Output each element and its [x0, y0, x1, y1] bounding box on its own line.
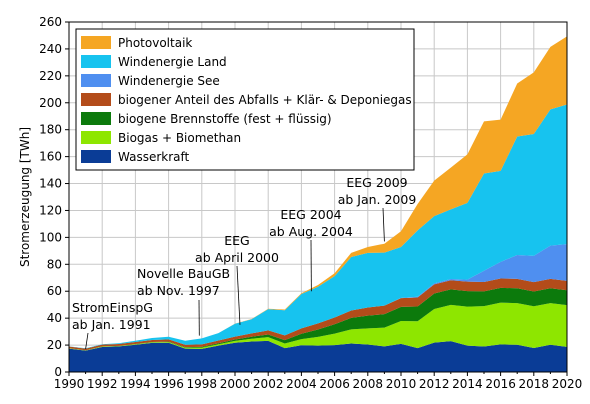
y-tick-label-5: 100 — [39, 230, 62, 244]
y-tick-label-11: 220 — [39, 69, 62, 83]
annotation-line-4 — [382, 207, 385, 242]
y-tick-label-9: 180 — [39, 123, 62, 137]
legend-label-3: biogener Anteil des Abfalls + Klär- & De… — [118, 93, 412, 107]
axes: 0 20 40 60 80 100 120 140 160 180 200 220 240 260 1990… — [39, 15, 582, 391]
x-tick-label-3: 1996 — [153, 377, 184, 391]
legend-swatch-1 — [81, 55, 111, 68]
y-tick-label-2: 40 — [47, 311, 62, 325]
x-tick-label-15: 2020 — [552, 377, 583, 391]
x-tick-label-12: 2014 — [452, 377, 483, 391]
legend-label-2: Windenergie See — [118, 74, 220, 88]
x-tick-label-9: 2008 — [353, 377, 384, 391]
legend-label-1: Windenergie Land — [118, 55, 227, 69]
legend-swatch-5 — [81, 131, 111, 144]
legend-label-4: biogene Brennstoffe (fest + flüssig) — [118, 112, 332, 126]
annotations: StromEinspG ab Jan. 1991 Novelle BauGB ab N… — [72, 175, 417, 350]
legend-swatch-6 — [81, 150, 111, 163]
annotation-line1-0: StromEinspG — [72, 300, 153, 315]
annotation-line1-2: EEG — [224, 233, 249, 248]
legend-swatch-0 — [81, 36, 111, 49]
annotation-line2-2: ab April 2000 — [195, 250, 279, 265]
annotation-line2-0: ab Jan. 1991 — [72, 317, 151, 332]
x-tick-label-6: 2002 — [253, 377, 284, 391]
area-series-1 — [69, 302, 567, 351]
annotation-line-0 — [85, 332, 89, 350]
y-tick-label-6: 120 — [39, 203, 62, 217]
annotation-line2-3: ab Aug. 2004 — [269, 224, 353, 239]
x-tick-label-10: 2010 — [386, 377, 417, 391]
y-tick-label-0: 0 — [54, 365, 62, 379]
y-tick-label-13: 260 — [39, 15, 62, 29]
x-tick-label-13: 2016 — [485, 377, 516, 391]
x-tick-label-0: 1990 — [54, 377, 85, 391]
legend-swatch-2 — [81, 74, 111, 87]
legend-label-0: Photovoltaik — [118, 36, 192, 50]
x-tick-label-5: 2000 — [220, 377, 251, 391]
y-tick-label-8: 160 — [39, 150, 62, 164]
area-series-3 — [69, 278, 567, 351]
legend-label-5: Biogas + Biomethan — [118, 131, 241, 145]
y-tick-label-12: 240 — [39, 42, 62, 56]
annotation-line2-1: ab Nov. 1997 — [137, 283, 220, 298]
x-tick-label-8: 2006 — [319, 377, 350, 391]
legend-swatch-3 — [81, 93, 111, 106]
annotation-line-2 — [236, 265, 241, 325]
y-tick-label-4: 80 — [47, 257, 62, 271]
y-axis-label: Stromerzeugung [TWh] — [18, 127, 32, 267]
annotation-line2-4: ab Jan. 2009 — [338, 192, 417, 207]
legend: Photovoltaik Windenergie Land Windenergie … — [75, 28, 415, 171]
annotation-line1-1: Novelle BauGB — [137, 266, 230, 281]
annotation-line1-4: EEG 2009 — [346, 175, 407, 190]
x-tick-label-14: 2018 — [519, 377, 550, 391]
x-tick-label-7: 2004 — [286, 377, 317, 391]
area-series-5 — [69, 104, 567, 349]
legend-box — [75, 28, 415, 171]
y-tick-label-3: 60 — [47, 284, 62, 298]
y-tick-label-10: 200 — [39, 96, 62, 110]
stacked-areas — [69, 36, 567, 372]
x-tick-label-11: 2012 — [419, 377, 450, 391]
y-tick-label-1: 20 — [47, 338, 62, 352]
area-series-0 — [69, 340, 567, 372]
x-tick-label-1: 1992 — [87, 377, 118, 391]
legend-label-6: Wasserkraft — [118, 150, 190, 164]
x-tick-label-2: 1994 — [120, 377, 151, 391]
x-tick-label-4: 1998 — [187, 377, 218, 391]
area-series-6 — [69, 36, 567, 349]
y-tick-label-7: 140 — [39, 177, 62, 191]
annotation-line1-3: EEG 2004 — [280, 207, 341, 222]
area-series-2 — [69, 287, 567, 351]
legend-swatch-4 — [81, 112, 111, 125]
